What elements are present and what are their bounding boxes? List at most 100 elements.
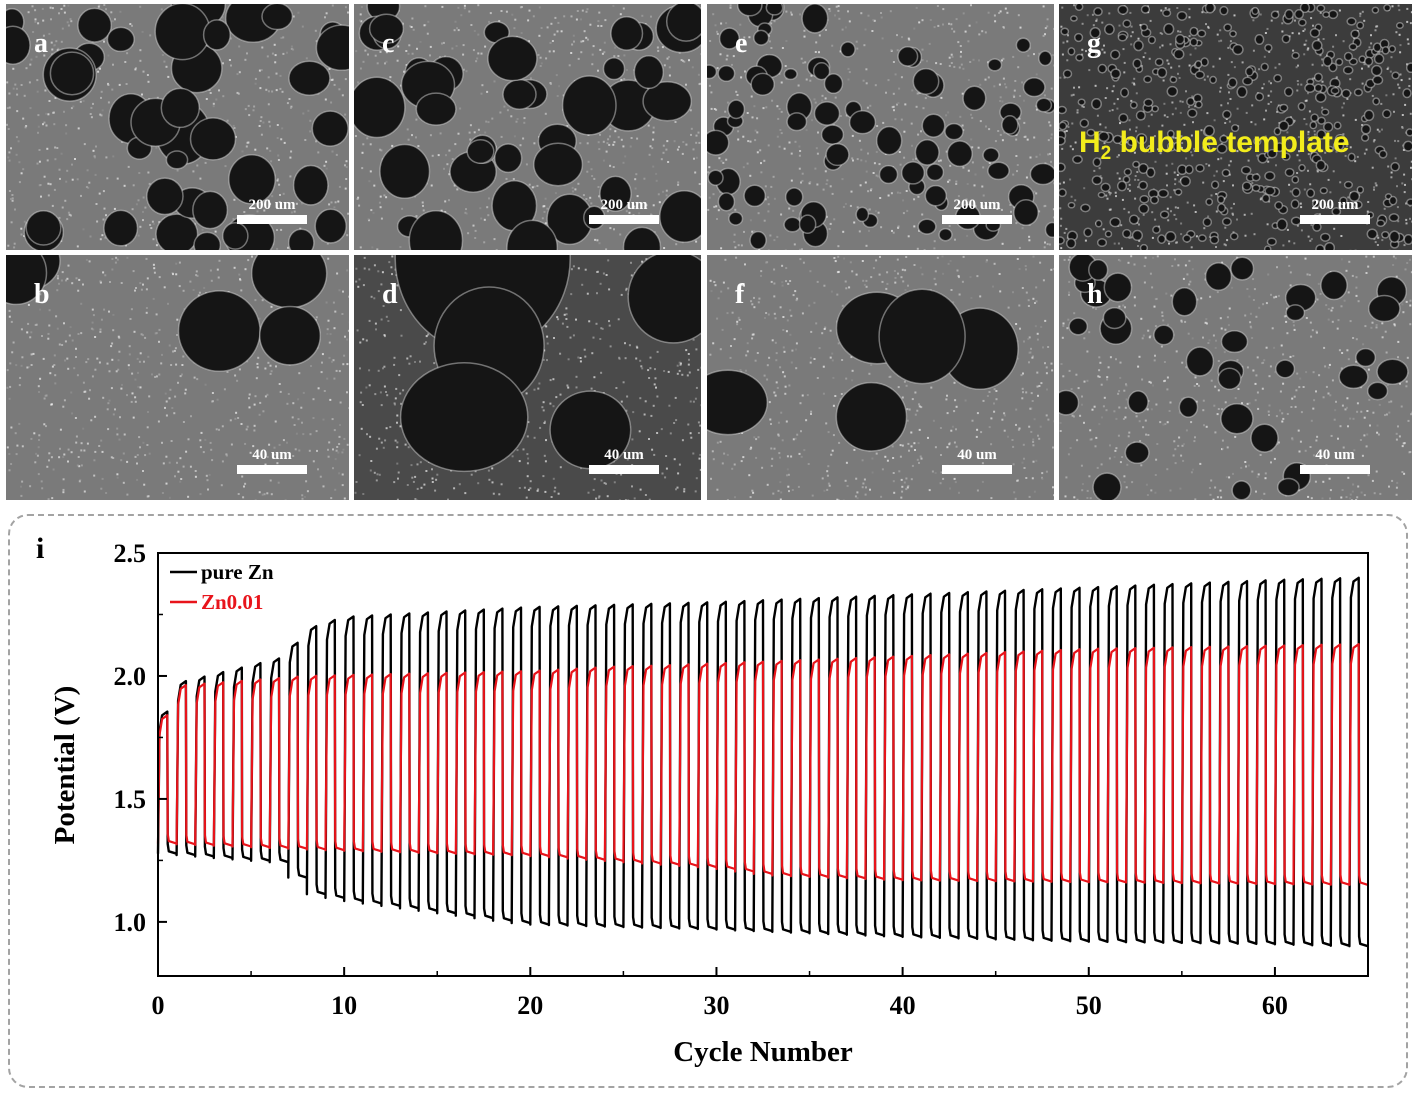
pore (1110, 68, 1122, 80)
pore (1077, 98, 1086, 106)
pore (812, 62, 831, 81)
pore (1381, 45, 1390, 55)
pore (875, 125, 903, 156)
pore (1131, 229, 1143, 242)
x-tick-label: 10 (331, 991, 357, 1020)
pore (1197, 29, 1207, 38)
pore (1219, 134, 1229, 144)
pore (6, 255, 48, 306)
pore (897, 46, 919, 67)
pore (49, 51, 95, 96)
scale-bar: 40 um (589, 448, 659, 474)
pore (1312, 199, 1321, 208)
pore (1266, 148, 1278, 159)
pore (1059, 121, 1068, 131)
micrograph-texture (6, 4, 349, 250)
pore (1209, 235, 1220, 245)
pore (1264, 43, 1273, 52)
pore (1166, 129, 1175, 139)
pore (1094, 219, 1103, 228)
pore (1276, 218, 1288, 231)
pore (1140, 5, 1151, 14)
pore (1330, 86, 1340, 95)
pore (1092, 157, 1102, 168)
pore (1097, 191, 1106, 199)
pore (1263, 245, 1272, 250)
scale-bar-line (589, 465, 659, 474)
pore (261, 4, 294, 31)
chart-frame (8, 514, 1408, 1088)
pore (962, 85, 987, 111)
panel-label: c (382, 28, 395, 59)
pore (728, 211, 744, 226)
pore (749, 230, 767, 250)
pore (533, 142, 584, 187)
pore (202, 19, 231, 51)
pore (1153, 324, 1175, 346)
pore (1322, 11, 1330, 18)
pore (946, 140, 973, 168)
pore (1139, 243, 1149, 250)
pore (1087, 50, 1097, 58)
pore (1184, 164, 1194, 175)
pore (1182, 234, 1192, 243)
micrograph-texture (6, 255, 349, 500)
pore (408, 209, 464, 250)
pore (599, 175, 632, 212)
pore (1001, 115, 1019, 135)
y-tick-label: 1.0 (114, 908, 147, 937)
pore (1103, 272, 1133, 303)
sem-panel-a: a 200 um (6, 4, 349, 250)
x-tick-label: 30 (703, 991, 729, 1020)
pore (1230, 124, 1240, 133)
pore (1098, 131, 1110, 142)
pore (1220, 402, 1254, 435)
pore (1128, 214, 1140, 225)
pore (914, 139, 940, 166)
pore (155, 213, 199, 250)
pore (987, 58, 1003, 72)
pore (1316, 129, 1327, 140)
pore (825, 143, 850, 167)
pore (1320, 232, 1331, 242)
pore (1209, 75, 1217, 85)
pore (798, 214, 817, 235)
pore (823, 73, 844, 95)
y-tick-label: 2.5 (114, 539, 147, 568)
pore (1217, 203, 1226, 213)
panel-label: e (735, 28, 748, 59)
panel-label: b (34, 279, 50, 310)
pore (1273, 74, 1283, 83)
pore (1391, 71, 1400, 80)
pore (379, 143, 431, 200)
pore (1335, 57, 1344, 67)
pore (1127, 138, 1136, 147)
pore (1147, 35, 1156, 45)
pore (1342, 65, 1354, 75)
pore (1100, 182, 1111, 193)
pore (1348, 190, 1361, 202)
pore (765, 4, 784, 16)
pore (1371, 64, 1383, 77)
panel-label: f (735, 279, 745, 310)
sem-panel-c: c 200 um (354, 4, 701, 250)
pore (1117, 33, 1128, 42)
pore (1219, 5, 1229, 16)
pore (228, 154, 276, 205)
pore (1070, 15, 1078, 22)
pore (1264, 171, 1276, 181)
x-tick-label: 60 (1262, 991, 1288, 1020)
panel-label: g (1087, 28, 1101, 59)
pore (1366, 228, 1378, 240)
pore (1059, 136, 1066, 146)
pore (1221, 168, 1231, 178)
pore (1059, 188, 1067, 198)
sem-panel-g: g H2 bubble template 200 um (1059, 4, 1412, 250)
pore (1072, 155, 1083, 164)
pore (1322, 55, 1333, 67)
pore (1086, 128, 1096, 137)
pore (315, 24, 349, 72)
pore (1245, 66, 1254, 77)
pore (1260, 62, 1269, 72)
pore (848, 110, 877, 135)
